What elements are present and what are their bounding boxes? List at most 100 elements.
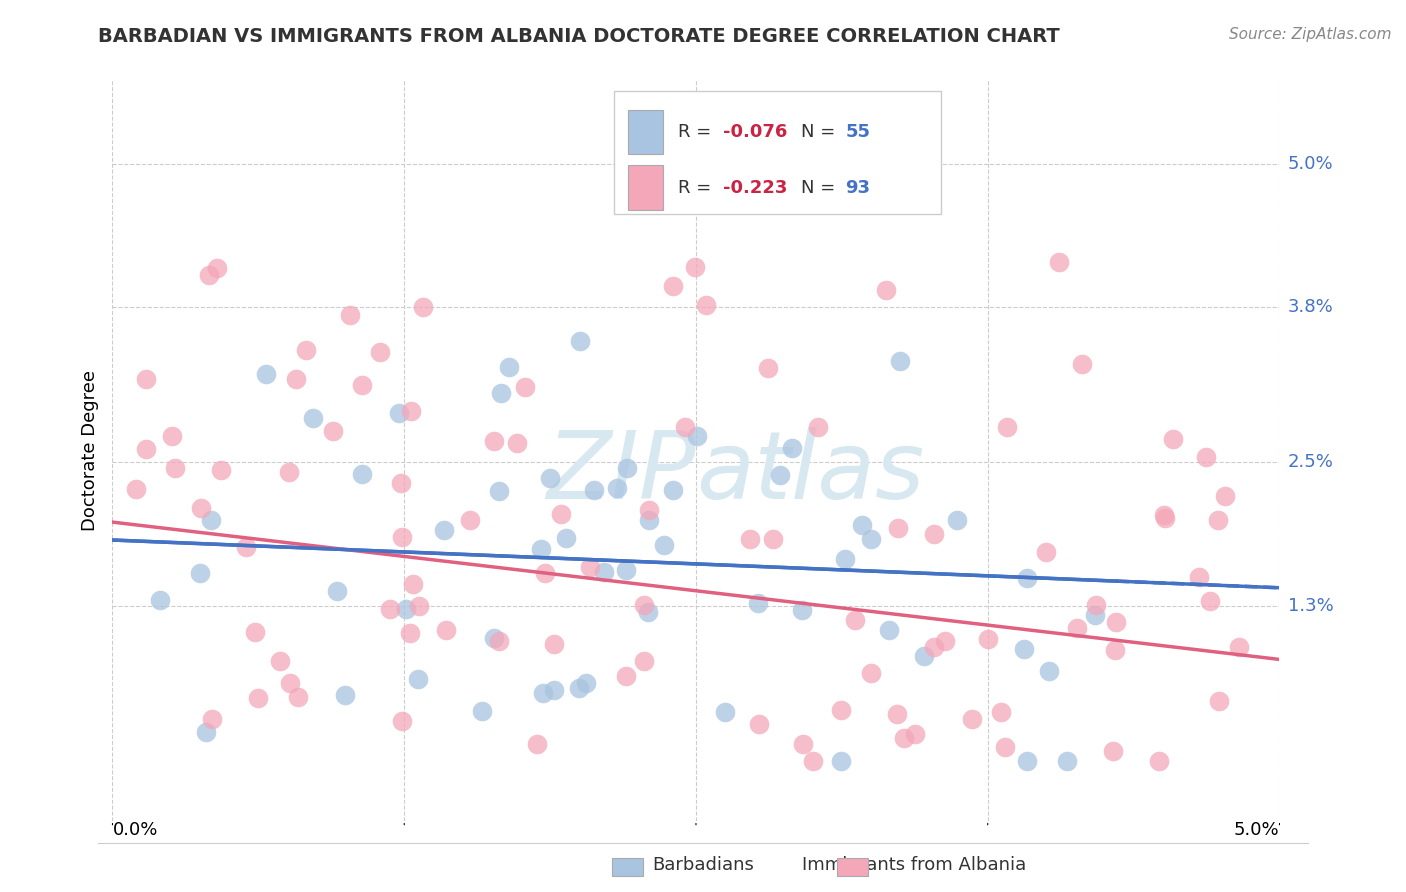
Point — [747, 596, 769, 610]
Point — [247, 691, 270, 706]
Point — [1206, 512, 1229, 526]
Point — [1085, 599, 1108, 613]
Point — [165, 461, 187, 475]
Point — [887, 521, 910, 535]
Text: 5.0%: 5.0% — [1234, 821, 1279, 838]
Point — [200, 513, 222, 527]
Point — [482, 434, 505, 448]
Point — [209, 463, 232, 477]
Point — [135, 372, 157, 386]
Point — [388, 406, 411, 420]
Point — [533, 566, 555, 580]
Point — [135, 442, 157, 456]
Point — [614, 669, 637, 683]
Point — [879, 624, 901, 638]
Point — [1154, 511, 1177, 525]
Text: Source: ZipAtlas.com: Source: ZipAtlas.com — [1229, 27, 1392, 42]
Point — [801, 754, 824, 768]
Point — [662, 279, 685, 293]
Point — [889, 353, 911, 368]
Point — [350, 378, 373, 392]
Point — [1014, 641, 1036, 656]
Text: ZIP: ZIP — [547, 427, 696, 518]
Point — [568, 334, 591, 349]
Point — [830, 704, 852, 718]
Point — [1161, 432, 1184, 446]
Point — [1047, 255, 1070, 269]
Point — [325, 584, 347, 599]
Text: N =: N = — [801, 123, 841, 141]
Point — [1017, 571, 1039, 585]
Point — [488, 634, 510, 648]
Point — [662, 483, 685, 498]
Point — [769, 467, 792, 482]
Point — [295, 343, 318, 358]
Point — [526, 737, 548, 751]
Point — [538, 471, 561, 485]
Point — [412, 300, 434, 314]
Point — [860, 533, 883, 547]
Point — [149, 593, 172, 607]
FancyBboxPatch shape — [614, 91, 941, 213]
Point — [686, 429, 709, 443]
Point — [125, 483, 148, 497]
Text: N =: N = — [801, 178, 841, 196]
Point — [633, 598, 655, 612]
Text: 1.3%: 1.3% — [1288, 597, 1333, 615]
Point — [434, 624, 457, 638]
Text: atlas: atlas — [696, 427, 924, 518]
Point — [506, 436, 529, 450]
Point — [322, 424, 344, 438]
Text: -0.076: -0.076 — [723, 123, 787, 141]
Point — [568, 681, 591, 695]
Point — [934, 634, 956, 648]
Point — [277, 465, 299, 479]
Point — [287, 690, 309, 705]
Point — [1083, 607, 1105, 622]
Point — [254, 367, 277, 381]
FancyBboxPatch shape — [628, 110, 664, 154]
Point — [583, 483, 606, 497]
Point — [488, 483, 510, 498]
Point — [738, 532, 761, 546]
Point — [830, 754, 852, 768]
Point — [946, 513, 969, 527]
Point — [606, 481, 628, 495]
Point — [543, 682, 565, 697]
Point — [977, 632, 1000, 647]
Point — [1038, 664, 1060, 678]
Point — [1056, 754, 1078, 768]
Text: Immigrants from Albania: Immigrants from Albania — [801, 856, 1026, 874]
Point — [834, 552, 856, 566]
Point — [543, 637, 565, 651]
Point — [269, 654, 291, 668]
Point — [1066, 621, 1088, 635]
Point — [458, 513, 481, 527]
Point — [748, 716, 770, 731]
Point — [1188, 570, 1211, 584]
Point — [1195, 450, 1218, 465]
Point — [1102, 744, 1125, 758]
Point — [780, 441, 803, 455]
Text: 0.0%: 0.0% — [112, 821, 157, 838]
Text: Barbadians: Barbadians — [652, 856, 754, 874]
Point — [1153, 508, 1175, 522]
Point — [301, 411, 323, 425]
Point — [197, 268, 219, 283]
Point — [652, 538, 675, 552]
Y-axis label: Doctorate Degree: Doctorate Degree — [80, 370, 98, 531]
Point — [1071, 358, 1094, 372]
Point — [912, 648, 935, 663]
Point — [1104, 643, 1126, 657]
Point — [530, 542, 553, 557]
Point — [378, 602, 401, 616]
Point — [695, 298, 717, 312]
Text: -0.223: -0.223 — [723, 178, 787, 196]
Point — [1015, 754, 1038, 768]
Point — [675, 420, 697, 434]
Point — [860, 666, 883, 681]
Point — [498, 359, 520, 374]
Point — [433, 523, 456, 537]
Point — [190, 566, 212, 580]
Point — [1208, 694, 1230, 708]
